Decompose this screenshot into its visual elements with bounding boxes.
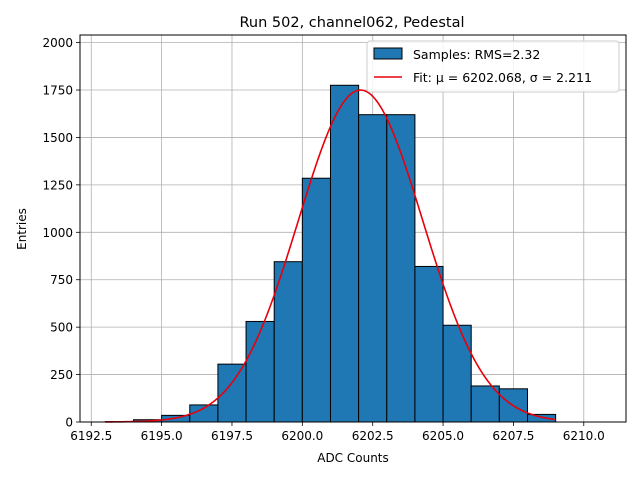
x-axis-label: ADC Counts [317, 451, 389, 465]
x-tick-label: 6197.5 [211, 429, 253, 443]
x-tick-label: 6205.0 [422, 429, 464, 443]
histogram-bar [329, 84, 360, 423]
y-axis-ticks: 0 250 500 750 1000 1250 1500 1750 2000 [42, 36, 80, 430]
x-tick-label: 6195.0 [141, 429, 183, 443]
x-tick-label: 6192.5 [70, 429, 112, 443]
y-tick-label: 500 [50, 321, 73, 335]
plot-frame [79, 34, 627, 423]
legend: Samples: RMS=2.32 Fit: μ = 6202.068, σ =… [366, 40, 620, 93]
legend-swatch-samples [373, 47, 403, 60]
y-tick-label: 250 [50, 368, 73, 382]
y-tick-label: 1750 [42, 84, 73, 98]
x-axis-ticks: 6192.5 6195.0 6197.5 6200.0 6202.5 6205.0 6207… [70, 422, 605, 443]
histogram-bar [470, 385, 500, 423]
y-tick-label: 2000 [42, 36, 73, 50]
y-tick-label: 1500 [42, 131, 73, 145]
histogram-bar [273, 261, 303, 423]
y-tick-label: 750 [50, 273, 73, 287]
histogram-bar [414, 265, 444, 423]
y-axis-label: Entries [15, 208, 29, 250]
histogram-bar [301, 177, 331, 423]
y-tick-label: 1000 [42, 226, 73, 240]
histogram-bar [386, 114, 416, 423]
histogram-bar [442, 324, 472, 423]
legend-label-fit: Fit: μ = 6202.068, σ = 2.211 [413, 70, 592, 85]
y-tick-label: 1250 [42, 178, 73, 192]
fit-curve [105, 89, 556, 423]
x-tick-label: 6200.0 [281, 429, 323, 443]
legend-box [366, 40, 620, 93]
x-tick-label: 6207.5 [492, 429, 534, 443]
histogram-bar [358, 114, 388, 423]
x-tick-label: 6210.0 [563, 429, 605, 443]
chart-title: Run 502, channel062, Pedestal [239, 15, 464, 31]
y-tick-label: 0 [65, 416, 73, 430]
legend-label-samples: Samples: RMS=2.32 [413, 47, 540, 62]
histogram-bars [104, 84, 557, 423]
histogram-bar [245, 320, 275, 423]
x-tick-label: 6202.5 [352, 429, 394, 443]
